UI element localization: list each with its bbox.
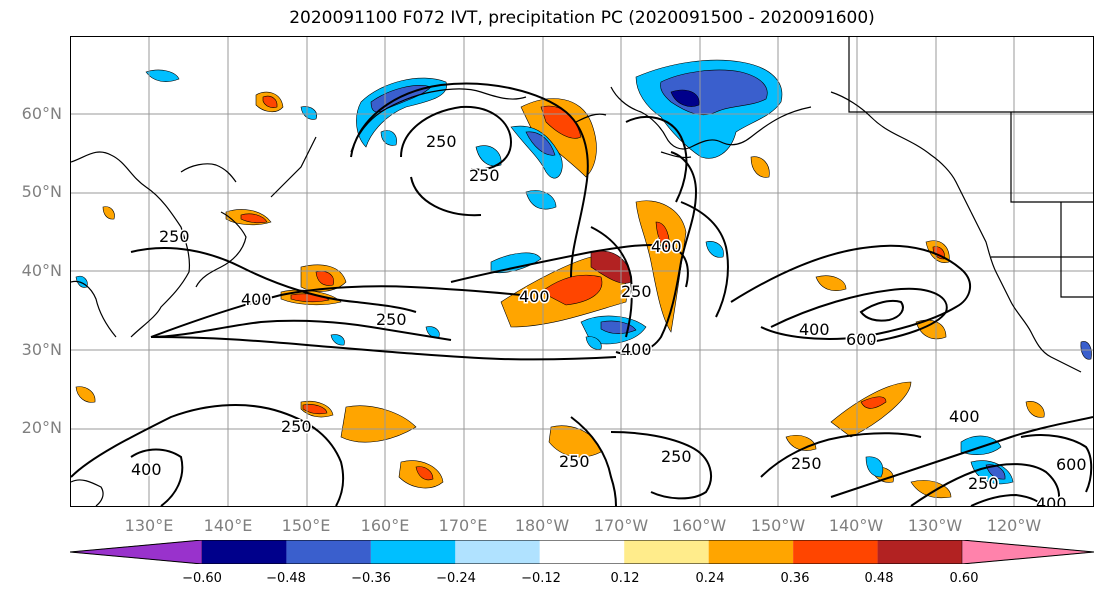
precip-negative-shading bbox=[75, 59, 1092, 485]
colorbar-tick: 0.24 bbox=[695, 571, 725, 586]
colorbar-cell bbox=[286, 540, 371, 564]
colorbar-tick: −0.60 bbox=[182, 571, 222, 586]
colorbar-cell bbox=[202, 540, 287, 564]
map-title: 2020091100 F072 IVT, precipitation PC (2… bbox=[289, 8, 875, 28]
contour-label: 400 bbox=[651, 237, 682, 256]
contour-label: 400 bbox=[519, 287, 550, 306]
lon-label-180w: 180°W bbox=[514, 516, 570, 535]
colorbar-cells bbox=[70, 540, 1094, 564]
contour-label: 250 bbox=[376, 310, 407, 329]
colorbar-tick: 0.60 bbox=[949, 571, 979, 586]
lon-label-150w: 150°W bbox=[750, 516, 806, 535]
colorbar-tick: −0.24 bbox=[436, 571, 476, 586]
colorbar-cell bbox=[370, 540, 456, 564]
lon-label-130e: 130°E bbox=[124, 516, 174, 535]
lon-label-140w: 140°W bbox=[828, 516, 884, 535]
contour-label: 400 bbox=[949, 407, 980, 426]
contour-label: 250 bbox=[159, 227, 190, 246]
ivt-contours bbox=[71, 82, 1093, 506]
contour-label: 250 bbox=[426, 132, 457, 151]
colorbar-cell bbox=[708, 540, 794, 564]
contour-label: 400 bbox=[241, 290, 272, 309]
contour-label: 250 bbox=[621, 282, 652, 301]
lon-label-170w: 170°W bbox=[593, 516, 649, 535]
contour-label: 250 bbox=[791, 454, 822, 473]
contour-labels: 250 250 250 400 250 400 250 400 400 600 … bbox=[130, 131, 1089, 507]
colorbar-tick: 0.48 bbox=[864, 571, 894, 586]
contour-label: 400 bbox=[131, 460, 162, 479]
colorbar-cell bbox=[624, 540, 709, 564]
lon-label-160w: 160°W bbox=[671, 516, 727, 535]
lon-label-140e: 140°E bbox=[203, 516, 253, 535]
map-panel: 250 250 250 400 250 400 250 400 400 600 … bbox=[70, 36, 1094, 507]
contour-label: 400 bbox=[799, 320, 830, 339]
lat-label-60n: 60°N bbox=[21, 104, 62, 123]
map-canvas: 250 250 250 400 250 400 250 400 400 600 … bbox=[71, 37, 1093, 506]
colorbar-cell bbox=[539, 540, 625, 564]
colorbar-cell bbox=[877, 540, 962, 564]
colorbar-extension-low bbox=[70, 540, 203, 564]
contour-label: 250 bbox=[469, 166, 500, 185]
precip-positive-shading bbox=[75, 91, 1045, 499]
contour-label: 400 bbox=[1036, 494, 1067, 506]
lon-label-160e: 160°E bbox=[360, 516, 410, 535]
lat-label-50n: 50°N bbox=[21, 182, 62, 201]
colorbar-tick: −0.48 bbox=[266, 571, 306, 586]
contour-label: 250 bbox=[661, 447, 692, 466]
contour-label: 600 bbox=[1056, 455, 1087, 474]
colorbar-tick: 0.12 bbox=[610, 571, 640, 586]
contour-label: 400 bbox=[621, 340, 652, 359]
coastlines bbox=[71, 37, 1093, 506]
colorbar-cell bbox=[793, 540, 878, 564]
contour-label: 250 bbox=[559, 452, 590, 471]
contour-label: 250 bbox=[281, 417, 312, 436]
lon-label-150e: 150°E bbox=[281, 516, 331, 535]
contour-label: 600 bbox=[846, 330, 877, 349]
contour-label: 250 bbox=[968, 474, 999, 493]
colorbar bbox=[70, 540, 1094, 564]
lon-label-130w: 130°W bbox=[907, 516, 963, 535]
lat-label-40n: 40°N bbox=[21, 261, 62, 280]
colorbar-tick: −0.36 bbox=[351, 571, 391, 586]
colorbar-cell bbox=[455, 540, 540, 564]
lat-label-20n: 20°N bbox=[21, 418, 62, 437]
colorbar-tick: −0.12 bbox=[521, 571, 561, 586]
graticule bbox=[71, 37, 1093, 506]
colorbar-tick: 0.36 bbox=[780, 571, 810, 586]
lat-label-30n: 30°N bbox=[21, 340, 62, 359]
lon-label-170e: 170°E bbox=[438, 516, 488, 535]
colorbar-extension-high bbox=[961, 540, 1094, 564]
lon-label-120w: 120°W bbox=[986, 516, 1042, 535]
